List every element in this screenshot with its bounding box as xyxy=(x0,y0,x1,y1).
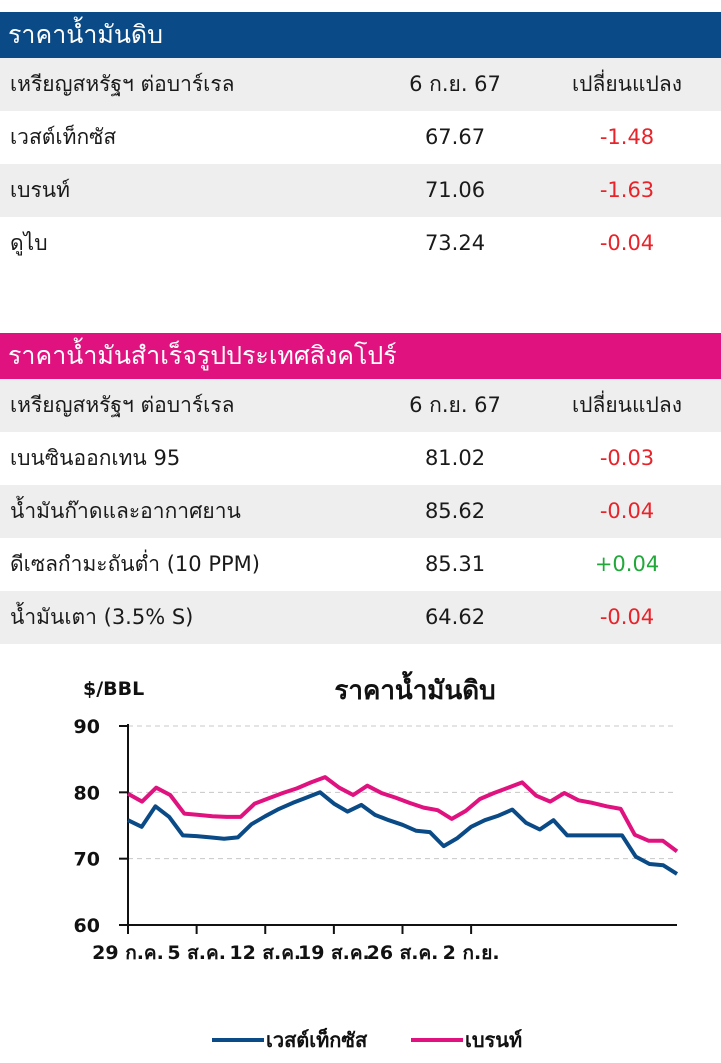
chart-series xyxy=(127,775,679,876)
legend-label-brent: เบรนท์ xyxy=(465,1028,522,1052)
row-name: เบรนท์ xyxy=(10,178,70,202)
row-price: 81.02 xyxy=(424,446,486,470)
row-name: เบนซินออกเทน 95 xyxy=(10,446,181,470)
y-tick-label: 70 xyxy=(74,849,100,871)
row-name: ดูไบ xyxy=(10,231,48,255)
row-price: 85.31 xyxy=(424,552,486,576)
x-tick-label: 29 ก.ค. xyxy=(92,942,164,964)
header-change-label: เปลี่ยนแปลง xyxy=(571,72,683,96)
series-line-brent xyxy=(127,775,679,853)
table-row: เวสต์เท็กซัส 67.67 -1.48 xyxy=(0,111,721,164)
row-name: ดีเซลกำมะถันต่ำ (10 PPM) xyxy=(10,552,260,576)
header-unit-label: เหรียญสหรัฐฯ ต่อบาร์เรล xyxy=(10,72,235,96)
chart-ylabel: $/BBL xyxy=(83,678,144,700)
refined-table-header: เหรียญสหรัฐฯ ต่อบาร์เรล 6 ก.ย. 67 เปลี่ย… xyxy=(0,379,721,432)
table-row: น้ำมันเตา (3.5% S) 64.62 -0.04 xyxy=(0,591,721,644)
y-tick-label: 90 xyxy=(74,716,100,738)
x-tick-label: 19 ส.ค. xyxy=(298,942,370,964)
table-row: ดูไบ 73.24 -0.04 xyxy=(0,217,721,270)
row-name: น้ำมันก๊าดและอากาศยาน xyxy=(10,499,241,523)
row-change: -0.03 xyxy=(599,446,655,470)
row-name: น้ำมันเตา (3.5% S) xyxy=(10,605,194,629)
crude-section-title: ราคาน้ำมันดิบ xyxy=(0,12,721,58)
row-name: เวสต์เท็กซัส xyxy=(10,125,117,149)
table-row: เบนซินออกเทน 95 81.02 -0.03 xyxy=(0,432,721,485)
crude-price-table: เหรียญสหรัฐฯ ต่อบาร์เรล 6 ก.ย. 67 เปลี่ย… xyxy=(0,58,721,270)
y-tick-label: 60 xyxy=(74,915,100,937)
row-price: 73.24 xyxy=(424,231,486,255)
row-change: +0.04 xyxy=(594,552,660,576)
x-tick-label: 12 ส.ค. xyxy=(229,942,301,964)
row-price: 85.62 xyxy=(424,499,486,523)
chart-axes: 60 70 80 90 29 ก.ค. 5 ส.ค. 12 ส.ค.19 ส.ค.26 ส.… xyxy=(74,716,677,964)
table-row: น้ำมันก๊าดและอากาศยาน 85.62 -0.04 xyxy=(0,485,721,538)
table-row: ดีเซลกำมะถันต่ำ (10 PPM) 85.31 +0.04 xyxy=(0,538,721,591)
row-change: -0.04 xyxy=(599,499,655,523)
chart-title: ราคาน้ำมันดิบ xyxy=(334,670,495,706)
row-price: 71.06 xyxy=(424,178,486,202)
legend-label-wti: เวสต์เท็กซัส xyxy=(266,1027,368,1052)
row-change: -0.04 xyxy=(599,605,655,629)
x-tick-label: 2 ก.ย. xyxy=(443,942,500,964)
crude-table-header: เหรียญสหรัฐฯ ต่อบาร์เรล 6 ก.ย. 67 เปลี่ย… xyxy=(0,58,721,111)
table-row: เบรนท์ 71.06 -1.63 xyxy=(0,164,721,217)
header-date-label: 6 ก.ย. 67 xyxy=(409,393,501,417)
row-change: -1.48 xyxy=(599,125,655,149)
series-line-wti xyxy=(127,790,679,876)
refined-price-table: เหรียญสหรัฐฯ ต่อบาร์เรล 6 ก.ย. 67 เปลี่ย… xyxy=(0,379,721,644)
x-tick-label: 5 ส.ค. xyxy=(167,942,226,964)
header-unit-label: เหรียญสหรัฐฯ ต่อบาร์เรล xyxy=(10,393,235,417)
x-tick-label: 26 ส.ค. xyxy=(367,942,439,964)
row-price: 67.67 xyxy=(424,125,486,149)
refined-section-title: ราคาน้ำมันสำเร็จรูปประเทศสิงคโปร์ xyxy=(0,333,721,379)
header-change-label: เปลี่ยนแปลง xyxy=(571,393,683,417)
row-price: 64.62 xyxy=(424,605,486,629)
crude-price-line-chart: $/BBL ราคาน้ำมันดิบ 60 70 80 90 29 ก.ค. 5 ส.ค… xyxy=(74,670,679,1052)
y-tick-label: 80 xyxy=(74,782,100,804)
chart-grid xyxy=(128,725,677,860)
row-change: -0.04 xyxy=(599,231,655,255)
header-date-label: 6 ก.ย. 67 xyxy=(409,72,501,96)
row-change: -1.63 xyxy=(599,178,655,202)
chart-legend: เวสต์เท็กซัส เบรนท์ xyxy=(212,1027,522,1052)
